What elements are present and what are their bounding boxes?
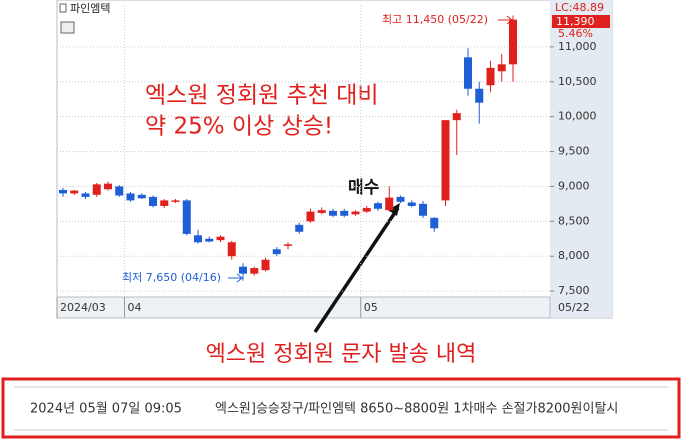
x-tick-label: 05 xyxy=(364,301,378,314)
candle-body xyxy=(475,88,484,103)
candle-body xyxy=(441,120,450,201)
x-tick-label: 2024/03 xyxy=(60,301,106,314)
candle-body xyxy=(509,19,517,65)
candle-body xyxy=(407,202,416,206)
candle-body xyxy=(104,183,112,190)
y-tick-label: 10,500 xyxy=(558,75,597,88)
candle-body xyxy=(374,203,382,209)
buy-annotation: 매수 xyxy=(348,178,380,198)
candle-body xyxy=(329,210,337,216)
candle-body xyxy=(194,235,202,243)
y-tick-label: 11,000 xyxy=(558,40,597,53)
candle-body xyxy=(227,242,236,257)
y-tick-label: 8,000 xyxy=(558,249,590,262)
candle-body xyxy=(59,189,67,194)
candle-body xyxy=(284,244,292,246)
calendar-icon[interactable] xyxy=(60,21,75,34)
candle-body xyxy=(81,193,90,197)
tab-checkbox[interactable] xyxy=(59,3,67,13)
candle-body xyxy=(419,203,427,216)
candle-body xyxy=(182,200,191,234)
candle-body xyxy=(385,197,394,211)
headline-line: 엑스원 정회원 추천 대비 xyxy=(145,83,379,109)
candle-body xyxy=(261,259,270,271)
candle-body xyxy=(452,113,461,121)
candle-body xyxy=(306,211,315,222)
chart-panel xyxy=(56,0,613,319)
tab-label[interactable]: 파인엠텍 xyxy=(70,2,110,15)
y-tick-label: 10,000 xyxy=(558,110,597,123)
message-text: 엑스원]승승장구/파인엠텍 8650~8800원 1차매수 손절가8200원이탈… xyxy=(215,402,618,417)
y-axis-panel xyxy=(550,0,612,318)
buy-arrowhead xyxy=(388,203,400,216)
indicator-label: LC:48.89 xyxy=(555,1,604,14)
candle-body xyxy=(351,211,360,215)
candle-body xyxy=(149,196,157,206)
last-value-box xyxy=(552,15,610,28)
candle-body xyxy=(396,196,405,202)
candle-body xyxy=(486,67,495,86)
candle-body xyxy=(137,194,146,199)
caption: 엑스원 정회원 문자 발송 내역 xyxy=(206,342,477,367)
candle-body xyxy=(115,186,124,196)
x-tick-label: 05/22 xyxy=(558,301,590,314)
high-annotation: 최고 11,450 (05/22) xyxy=(382,13,488,26)
candle-body xyxy=(497,64,506,72)
y-tick-label: 9,000 xyxy=(558,179,590,192)
headline-line: 약 25% 이상 상승! xyxy=(145,114,333,140)
plot-area: 7,500 8,000 8,500 9,000 9,500 10,000 10,500 11,… xyxy=(56,5,597,318)
candle-body xyxy=(126,193,135,201)
candle-body xyxy=(317,210,326,213)
candle-body xyxy=(92,184,101,195)
low-annotation: 최저 7,650 (04/16) xyxy=(122,271,221,284)
candle-body xyxy=(464,57,472,89)
y-tick-label: 7,500 xyxy=(558,284,590,297)
candle-body xyxy=(272,249,281,255)
last-value-label: 11,390 xyxy=(556,15,595,28)
candle-body xyxy=(295,224,304,232)
candle-body xyxy=(160,200,169,206)
x-tick-label: 04 xyxy=(128,301,142,314)
candle-body xyxy=(430,217,439,229)
y-tick-label: 8,500 xyxy=(558,214,590,227)
buy-arrow xyxy=(313,207,400,333)
change-label: 5.46% xyxy=(558,27,593,40)
candle-body xyxy=(362,208,371,212)
candle-body xyxy=(171,200,180,202)
y-tick-label: 9,500 xyxy=(558,145,590,158)
candle-body xyxy=(205,238,214,242)
candle-body xyxy=(250,268,259,274)
low-arrow xyxy=(228,273,243,283)
candle-body xyxy=(216,236,225,241)
message-datetime: 2024년 05월 07일 09:05 xyxy=(30,402,182,417)
candle-body xyxy=(340,210,349,216)
candle-body xyxy=(239,266,247,274)
candle-body xyxy=(70,190,79,194)
message-box xyxy=(1,377,681,439)
